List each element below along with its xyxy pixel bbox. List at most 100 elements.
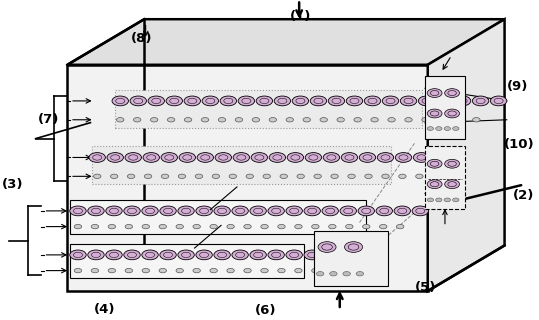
Circle shape [150,117,158,122]
Circle shape [382,174,389,179]
Text: (7): (7) [38,113,59,126]
Circle shape [124,250,140,260]
Text: (5): (5) [414,281,436,294]
Circle shape [232,250,248,260]
Circle shape [297,174,305,179]
Circle shape [310,96,327,106]
Circle shape [453,127,459,131]
Circle shape [268,206,285,216]
Circle shape [142,224,149,229]
Circle shape [130,96,147,106]
Circle shape [178,250,194,260]
Circle shape [161,174,169,179]
Circle shape [286,206,302,216]
Circle shape [197,153,213,162]
Circle shape [427,180,442,188]
Circle shape [125,268,133,273]
Circle shape [377,153,393,162]
Circle shape [397,224,404,229]
Circle shape [340,206,356,216]
Circle shape [278,224,285,229]
Circle shape [454,96,471,106]
Circle shape [159,268,167,273]
Circle shape [160,250,176,260]
Circle shape [218,117,226,122]
Circle shape [168,117,175,122]
Circle shape [431,153,448,162]
Circle shape [196,250,212,260]
Text: (4): (4) [94,303,115,316]
Circle shape [88,250,104,260]
Circle shape [214,250,230,260]
Circle shape [318,242,336,252]
Circle shape [142,206,158,216]
Circle shape [359,153,376,162]
Circle shape [379,224,387,229]
Polygon shape [67,65,428,291]
Circle shape [382,96,399,106]
Circle shape [178,206,194,216]
Circle shape [161,153,177,162]
Circle shape [210,224,217,229]
Circle shape [244,224,251,229]
Circle shape [269,153,286,162]
Circle shape [252,117,260,122]
Circle shape [445,109,460,118]
Bar [70,200,365,235]
Circle shape [238,96,254,106]
Circle shape [116,117,124,122]
Text: (10): (10) [504,139,535,151]
Circle shape [261,224,268,229]
Bar [314,231,388,286]
Text: (3): (3) [2,178,24,191]
Circle shape [244,268,251,273]
Circle shape [323,153,340,162]
Circle shape [142,250,158,260]
Circle shape [286,117,294,122]
Circle shape [143,153,160,162]
Circle shape [329,268,336,273]
Circle shape [107,153,123,162]
Circle shape [286,250,302,260]
Circle shape [261,268,268,273]
Circle shape [202,96,218,106]
Circle shape [201,117,209,122]
Circle shape [354,117,361,122]
Circle shape [106,206,122,216]
Bar [425,76,465,139]
Circle shape [124,206,140,216]
Circle shape [320,117,327,122]
Circle shape [436,127,442,131]
Circle shape [91,268,99,273]
Circle shape [394,206,411,216]
Circle shape [371,117,378,122]
Circle shape [427,109,442,118]
Circle shape [304,250,320,260]
Circle shape [108,268,115,273]
Circle shape [345,224,353,229]
Circle shape [144,174,152,179]
Circle shape [292,96,309,106]
Circle shape [274,96,291,106]
Circle shape [304,206,320,216]
Circle shape [214,206,230,216]
Circle shape [413,153,430,162]
Circle shape [445,159,460,168]
Circle shape [295,268,302,273]
Circle shape [256,96,273,106]
Circle shape [312,268,319,273]
Circle shape [316,272,324,276]
Circle shape [400,96,417,106]
Circle shape [348,174,355,179]
Circle shape [399,174,406,179]
Circle shape [328,96,344,106]
Circle shape [184,96,201,106]
Circle shape [269,117,277,122]
Circle shape [184,117,192,122]
Text: (9): (9) [507,80,529,93]
Circle shape [346,96,363,106]
Circle shape [125,224,133,229]
Bar [92,147,391,184]
Circle shape [356,272,364,276]
Circle shape [142,268,149,273]
